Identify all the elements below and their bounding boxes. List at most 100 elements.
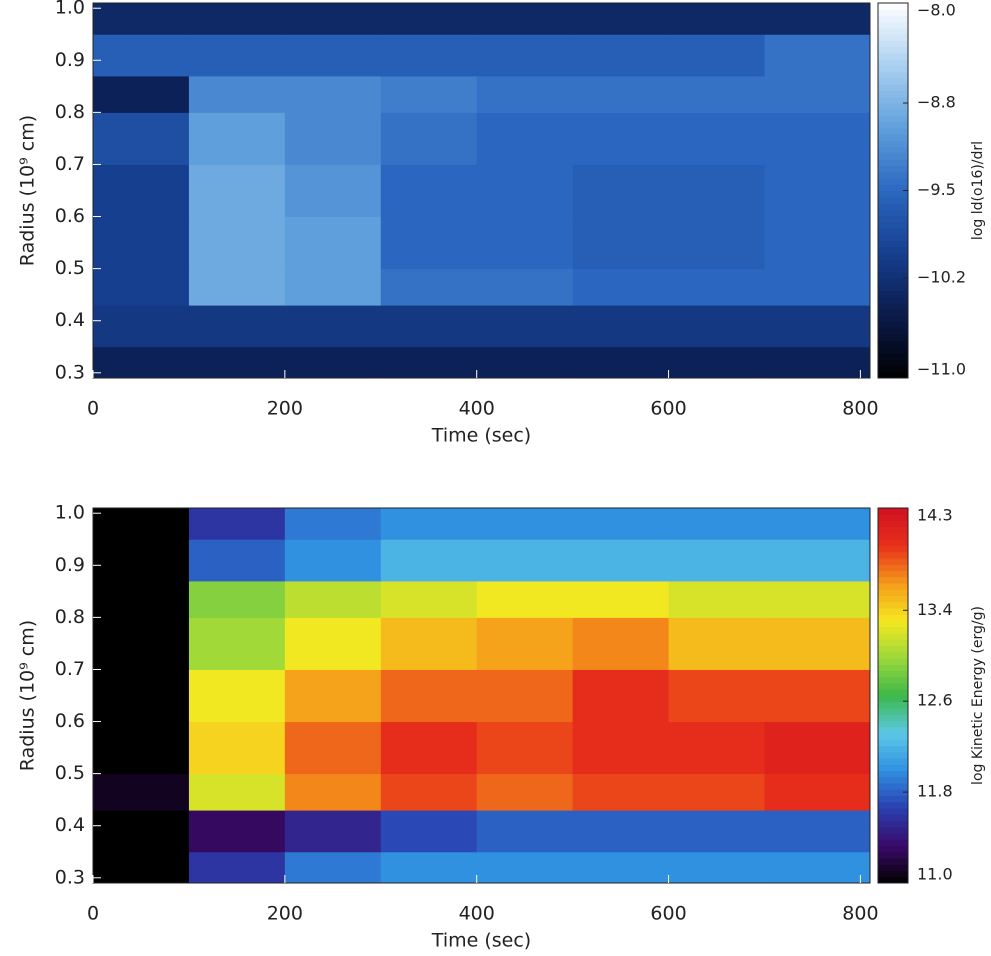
colorbar-step [878,159,908,166]
colorbar-step [878,726,908,734]
x-axis-label: Time (sec) [431,930,531,952]
heat-cell [284,164,382,218]
colorbar-label: log Kinetic Energy (erg/g) [970,606,986,785]
heat-cell [188,508,286,540]
heat-cell [572,75,670,113]
y-tick-label: 0.7 [55,658,85,680]
colorbar-step [878,601,908,609]
heat-cell [284,773,382,811]
y-tick-label: 0.9 [55,554,85,576]
heat-cell [572,112,670,165]
heat-cell [668,669,765,723]
heat-cell [476,580,574,618]
colorbar-step [878,46,908,54]
colorbar-step [878,284,908,291]
y-tick-label: 0.6 [55,205,85,227]
heat-cell [764,773,871,811]
y-tick-label: 1.0 [55,502,85,524]
y-tick-label: 0.4 [55,814,85,836]
x-tick-label: 400 [459,398,495,420]
heat-cell [380,721,478,775]
colorbar-step [878,103,908,110]
colorbar-step [878,271,908,279]
colorbar-step [878,59,908,66]
heat-cell [572,851,670,884]
heat-cell [284,617,382,670]
colorbar-step [878,165,908,173]
heat-cell [764,164,871,218]
heat-cell [93,851,190,884]
colorbar-step [878,689,908,696]
heat-cell [284,851,382,884]
colorbar-step [878,209,908,216]
colorbar-step [878,770,908,778]
colorbar-step [878,278,908,285]
y-axis-label: Radius (10⁹ cm) [17,620,39,771]
colorbar-step [878,751,908,759]
heat-cell [764,580,871,618]
heat-cell [380,75,478,113]
heat-cell [284,580,382,618]
heat-cell [572,216,670,270]
heat-cell [476,75,574,113]
heat-cell [572,346,670,379]
heat-cell [380,508,478,540]
heat-cell [284,346,382,379]
colorbar-step [878,589,908,596]
colorbar-step [878,215,908,223]
colorbar-step [878,508,908,515]
y-tick-label: 0.3 [55,866,85,888]
colorbar-step [878,109,908,116]
heat-cell [188,112,286,165]
colorbar-step [878,240,908,248]
colorbar-step [878,701,908,709]
colorbar-step [878,670,908,678]
colorbar-tick-label: −10.2 [917,268,966,287]
heat-cell [476,851,574,884]
heat-cell [764,721,871,775]
heat-cell [572,539,670,582]
heat-cell [188,721,286,775]
colorbar-step [878,321,908,329]
heat-cell [476,539,574,582]
colorbar-step [878,826,908,834]
heat-cell [476,216,574,270]
colorbar-step [878,870,908,878]
heat-cell [380,112,478,165]
colorbar-step [878,676,908,684]
colorbar-step [878,190,908,198]
colorbar-step [878,15,908,23]
colorbar-step [878,526,908,534]
heat-cell [93,34,190,77]
heat-cell [93,3,190,35]
heat-cell [668,539,765,582]
colorbar-step [878,795,908,803]
heat-cell [380,539,478,582]
heat-cell [572,721,670,775]
y-tick-label: 0.3 [55,361,85,383]
heat-cell [668,305,765,348]
heat-cell [572,810,670,853]
colorbar-step [878,733,908,740]
heat-cell [476,3,574,35]
heat-cell [572,305,670,348]
heat-cell [188,3,286,35]
heat-cell [380,216,478,270]
colorbar-step [878,758,908,765]
heat-cell [764,617,871,670]
heat-cell [93,580,190,618]
heat-cell [476,112,574,165]
colorbar-step [878,876,908,884]
heat-cell [668,773,765,811]
colorbar-tick-label: −9.5 [917,180,956,199]
heat-cell [476,346,574,379]
colorbar-step [878,84,908,91]
colorbar-step [878,196,908,204]
heat-cell [668,617,765,670]
plot-frame [92,2,871,379]
heat-cell [188,773,286,811]
heat-cell [380,346,478,379]
colorbar-step [878,90,908,98]
y-tick-label: 0.8 [55,606,85,628]
